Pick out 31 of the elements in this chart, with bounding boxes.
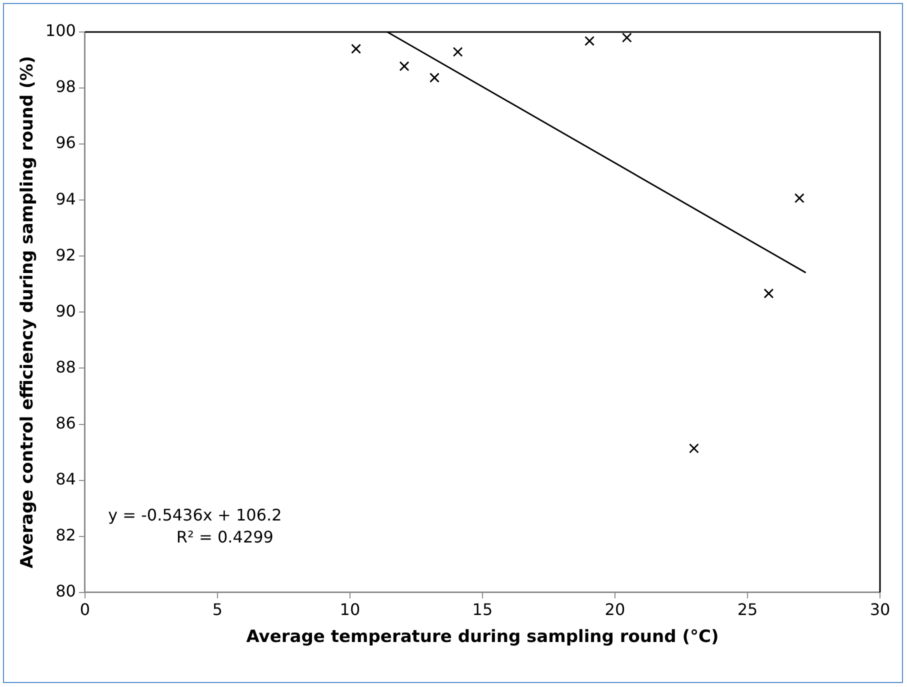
- point: [351, 44, 362, 54]
- x-tick-label: 10: [340, 600, 360, 620]
- annotation: y = -0.5436x + 106.2: [108, 505, 282, 524]
- x-tick-label: 25: [737, 600, 758, 620]
- point: [688, 443, 699, 454]
- y-tick-label: 92: [56, 245, 76, 264]
- x-tick-label: 0: [80, 600, 90, 620]
- annotation: R² = 0.4299: [176, 527, 274, 546]
- point: [764, 288, 774, 298]
- y-tick-label: 94: [56, 189, 76, 208]
- y-tick-label: 82: [56, 526, 76, 545]
- x-tick-label: 20: [604, 600, 626, 620]
- y-tick-label: 88: [56, 357, 76, 376]
- point: [430, 72, 440, 83]
- x-tick-label: 5: [212, 600, 223, 620]
- y-tick-label: 84: [56, 469, 76, 488]
- y-tick-label: 98: [56, 77, 76, 96]
- y-axis-title: Average control efficiency during sampling round (%): [18, 56, 38, 568]
- y-tick-label: 96: [56, 133, 76, 152]
- y-tick-label: 90: [56, 301, 76, 320]
- y-tick-label: 80: [56, 582, 76, 601]
- point: [399, 61, 410, 72]
- y-tick-label: 86: [56, 413, 76, 432]
- y-tick-label: 100: [45, 21, 76, 40]
- point: [622, 32, 632, 43]
- x-tick-label: 15: [472, 600, 493, 620]
- x-tick-label: 30: [870, 600, 890, 620]
- point: [794, 193, 804, 204]
- point: [584, 36, 595, 46]
- x-axis-title: Average temperature during sampling round (°C): [246, 627, 719, 648]
- point: [452, 46, 463, 57]
